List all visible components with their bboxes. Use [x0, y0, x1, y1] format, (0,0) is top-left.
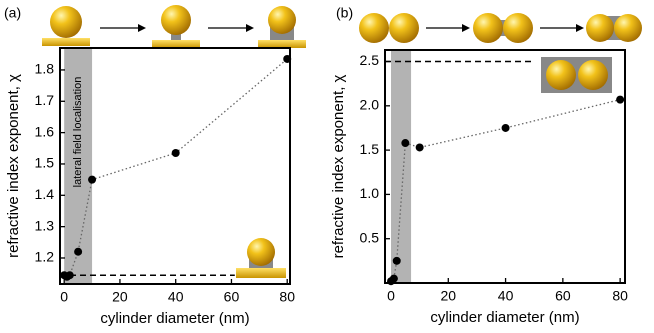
x-tick-label: 20 [112, 289, 128, 305]
shaded-region [391, 50, 412, 283]
inset-sphere [578, 60, 608, 90]
y-tick-label: 1.2 [35, 249, 55, 265]
y-axis-label: refractive index exponent, χ [5, 74, 22, 258]
x-axis-label: cylinder diameter (nm) [430, 309, 579, 326]
data-point [616, 95, 625, 104]
x-tick-label: 40 [168, 289, 184, 305]
data-point [401, 139, 410, 148]
x-axis-label: cylinder diameter (nm) [100, 310, 249, 327]
y-tick-label: 2.0 [360, 97, 380, 113]
y-tick-label: 0.5 [360, 229, 380, 245]
annotation: lateral field localisation [72, 77, 84, 188]
panel-label: (a) [4, 5, 21, 21]
y-tick-label: 1.5 [360, 141, 380, 157]
y-tick-label: 1.5 [35, 155, 55, 171]
y-tick-label: 1.8 [35, 61, 55, 77]
plot-frame [59, 47, 291, 285]
x-tick-label: 80 [279, 289, 295, 305]
y-tick-label: 1.0 [360, 185, 380, 201]
data-point [392, 256, 401, 265]
data-point [65, 271, 74, 280]
y-tick-label: 2.5 [360, 52, 380, 68]
y-tick-label: 1.3 [35, 217, 55, 233]
y-tick-label: 1.6 [35, 123, 55, 139]
data-point [389, 274, 398, 283]
y-tick-label: 1.4 [35, 186, 55, 202]
x-tick-label: 80 [612, 288, 628, 304]
shaded-region [64, 48, 93, 284]
illustration-b [359, 13, 642, 43]
data-point [415, 143, 424, 152]
x-tick-label: 40 [498, 288, 514, 304]
data-point [171, 148, 180, 157]
data-point [88, 175, 97, 184]
panel-label: (b) [336, 5, 353, 21]
x-tick-label: 0 [387, 288, 395, 304]
x-tick-label: 60 [224, 289, 240, 305]
x-tick-label: 20 [441, 288, 457, 304]
x-tick-label: 0 [60, 289, 68, 305]
illustration-a [42, 5, 306, 48]
inset-plate [236, 268, 286, 278]
data-point [74, 247, 83, 256]
inset-sphere [247, 238, 275, 266]
y-tick-label: 1.7 [35, 92, 55, 108]
data-point [501, 123, 510, 132]
y-axis-label: refractive index exponent, χ [330, 74, 347, 258]
x-tick-label: 60 [555, 288, 571, 304]
inset-sphere [546, 60, 576, 90]
